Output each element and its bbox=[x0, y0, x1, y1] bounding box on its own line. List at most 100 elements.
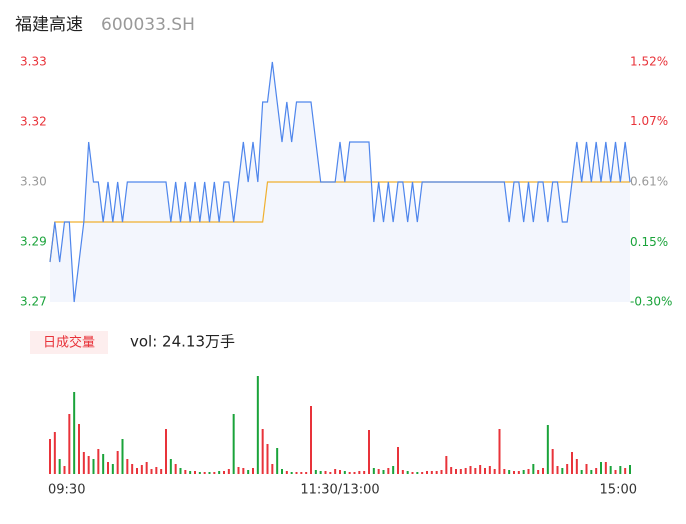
volume-bar bbox=[474, 468, 477, 474]
volume-bar bbox=[92, 459, 95, 474]
x-tick-label: 15:00 bbox=[600, 483, 637, 498]
volume-bar bbox=[440, 470, 443, 474]
volume-bar bbox=[261, 429, 264, 474]
volume-bar bbox=[68, 414, 71, 474]
volume-bar bbox=[310, 406, 312, 474]
volume-bar bbox=[256, 376, 259, 474]
volume-bar bbox=[546, 425, 549, 474]
volume-bar bbox=[223, 471, 225, 474]
volume-bar bbox=[189, 471, 192, 474]
volume-bar bbox=[392, 466, 395, 474]
volume-bar bbox=[624, 468, 627, 474]
volume-bar bbox=[498, 429, 501, 474]
volume-bar bbox=[469, 466, 472, 474]
volume-bar bbox=[334, 469, 337, 474]
volume-bar bbox=[493, 469, 496, 474]
volume-bar bbox=[232, 414, 235, 474]
volume-bar bbox=[218, 471, 221, 474]
volume-bar bbox=[82, 452, 85, 474]
volume-bar bbox=[155, 467, 158, 474]
volume-bar bbox=[140, 465, 143, 474]
volume-bar bbox=[358, 471, 361, 474]
volume-bar bbox=[184, 470, 187, 474]
y-tick-label: 3.33 bbox=[20, 55, 47, 69]
volume-bar bbox=[513, 471, 515, 474]
volume-bar bbox=[450, 467, 453, 474]
volume-bar bbox=[464, 468, 467, 474]
volume-bar bbox=[527, 469, 530, 474]
volume-bar bbox=[227, 469, 230, 474]
volume-bar bbox=[78, 424, 80, 474]
volume-bar bbox=[387, 468, 390, 474]
volume-bar bbox=[329, 472, 332, 474]
volume-bar bbox=[455, 469, 457, 474]
volume-bar bbox=[252, 468, 254, 474]
volume-bar bbox=[116, 451, 119, 474]
volume-bar bbox=[126, 459, 129, 474]
volume-bar bbox=[508, 470, 511, 474]
volume-bar bbox=[556, 466, 559, 474]
volume-bar bbox=[319, 471, 322, 474]
volume-bar bbox=[435, 471, 438, 474]
volume-bar bbox=[169, 459, 172, 474]
y2-tick-label: 1.52% bbox=[630, 55, 668, 69]
volume-bar bbox=[488, 466, 491, 474]
volume-bar bbox=[242, 468, 245, 474]
volume-bar bbox=[416, 472, 419, 474]
volume-bar bbox=[276, 448, 279, 474]
volume-bar bbox=[87, 456, 90, 474]
volume-bar bbox=[102, 454, 105, 474]
volume-bar bbox=[580, 470, 583, 474]
volume-bar bbox=[604, 462, 607, 474]
volume-bar bbox=[208, 472, 211, 474]
stock-name: 福建高速 bbox=[15, 15, 83, 35]
volume-bar bbox=[537, 470, 540, 474]
y2-tick-label: -0.30% bbox=[630, 295, 672, 309]
volume-label: 日成交量 bbox=[43, 335, 95, 351]
volume-label-box bbox=[30, 331, 108, 354]
volume-bar bbox=[194, 471, 196, 474]
volume-bar bbox=[131, 464, 134, 474]
volume-bar bbox=[314, 470, 317, 474]
volume-bar bbox=[590, 470, 593, 474]
volume-bar bbox=[406, 471, 409, 474]
volume-bar bbox=[271, 464, 274, 474]
volume-bar bbox=[368, 430, 370, 474]
volume-bar bbox=[430, 471, 433, 474]
volume-bar bbox=[522, 470, 525, 474]
volume-bar bbox=[571, 452, 573, 474]
volume-bar bbox=[73, 392, 76, 474]
volume-bar bbox=[49, 439, 51, 474]
volume-total: vol: 24.13万手 bbox=[130, 333, 235, 351]
volume-bar bbox=[619, 466, 622, 474]
volume-bar bbox=[561, 468, 564, 474]
volume-bar bbox=[532, 464, 535, 474]
volume-bar bbox=[213, 472, 216, 474]
volume-bar bbox=[165, 429, 167, 474]
volume-bar bbox=[97, 449, 100, 474]
volume-bar bbox=[339, 470, 341, 474]
y2-tick-label: 1.07% bbox=[630, 114, 668, 128]
volume-bar bbox=[372, 468, 375, 474]
volume-bar bbox=[484, 468, 486, 474]
volume-bar bbox=[237, 467, 240, 474]
volume-bar bbox=[305, 472, 308, 474]
volume-bar bbox=[600, 462, 602, 474]
volume-bar bbox=[551, 449, 554, 474]
volume-bar bbox=[517, 471, 520, 474]
volume-bar bbox=[445, 456, 448, 474]
y-tick-label: 3.29 bbox=[20, 235, 47, 249]
volume-bar bbox=[160, 469, 163, 474]
volume-bar bbox=[150, 469, 153, 474]
volume-bar bbox=[203, 472, 206, 474]
volume-bar bbox=[58, 459, 61, 474]
volume-bar bbox=[174, 464, 177, 474]
volume-bar bbox=[397, 447, 399, 474]
volume-bar bbox=[503, 469, 506, 474]
volume-bar bbox=[363, 471, 366, 474]
volume-bar bbox=[595, 468, 598, 474]
volume-bar bbox=[136, 468, 138, 474]
y-tick-label: 3.30 bbox=[20, 175, 47, 189]
volume-bar bbox=[281, 469, 283, 474]
